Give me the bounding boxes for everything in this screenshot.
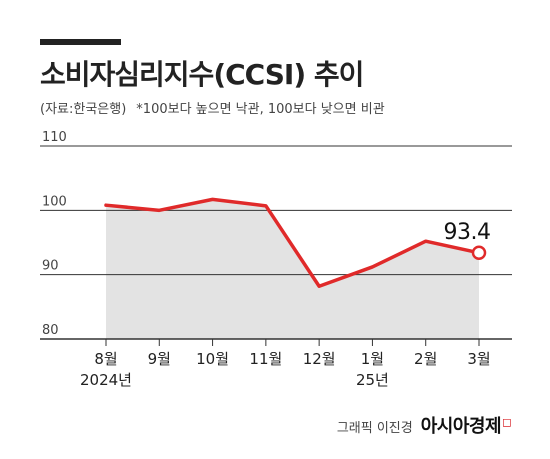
area-fill xyxy=(106,199,479,339)
y-tick-label: 100 xyxy=(42,194,67,209)
x-tick-label: 12월 xyxy=(303,350,336,368)
chart-subtitle: (자료:한국은행) *100보다 높으면 낙관, 100보다 낮으면 비관 xyxy=(40,98,385,117)
last-point-marker xyxy=(471,245,487,261)
x-tick-label: 11월 xyxy=(249,350,282,368)
series-line xyxy=(104,197,481,288)
credit-byline: 그래픽 이진경 xyxy=(336,421,413,436)
y-tick-label: 110 xyxy=(42,130,67,145)
brand-logo: 아시아경제 xyxy=(420,416,502,437)
y-tick-label: 90 xyxy=(42,259,59,274)
brand-mark-icon: ◻ xyxy=(502,415,512,429)
source-label: (자료:한국은행) xyxy=(40,102,127,117)
x-tick-label: 1월 xyxy=(361,350,384,368)
last-value-label: 93.4 xyxy=(444,220,491,245)
x-year-label: 2024년 xyxy=(80,371,132,389)
credit: 그래픽 이진경 아시아경제 ◻ xyxy=(337,412,512,438)
x-year-label: 25년 xyxy=(356,371,389,389)
x-tick-label: 3월 xyxy=(467,350,490,368)
x-tick-label: 8월 xyxy=(94,350,117,368)
x-tick-label: 9월 xyxy=(148,350,171,368)
chart-note: *100보다 높으면 낙관, 100보다 낮으면 비관 xyxy=(136,102,385,117)
y-tick-label: 80 xyxy=(42,323,59,338)
x-tick-label: 10월 xyxy=(196,350,229,368)
chart-title: 소비자심리지수(CCSI) 추이 xyxy=(40,58,364,91)
title-accent-bar xyxy=(40,39,121,45)
x-tick-label: 2월 xyxy=(414,350,437,368)
